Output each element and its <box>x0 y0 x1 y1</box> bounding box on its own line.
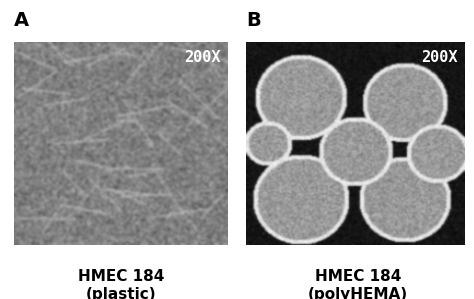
Text: B: B <box>246 11 261 30</box>
Text: HMEC 184: HMEC 184 <box>78 269 164 284</box>
Text: (polyHEMA): (polyHEMA) <box>308 287 408 299</box>
Text: (plastic): (plastic) <box>86 287 156 299</box>
Text: A: A <box>14 11 29 30</box>
Text: 200X: 200X <box>421 50 458 65</box>
Text: HMEC 184: HMEC 184 <box>315 269 401 284</box>
Text: 200X: 200X <box>184 50 221 65</box>
